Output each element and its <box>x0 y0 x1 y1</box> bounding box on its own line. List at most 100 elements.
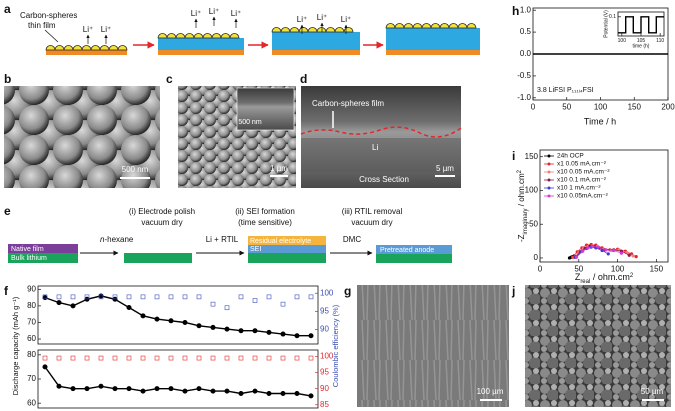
point <box>70 303 76 309</box>
ion-label: Li⁺ <box>101 25 111 34</box>
layer-label: Residual electrolyte <box>250 238 311 245</box>
plot-frame <box>37 285 319 345</box>
annotation: 3.8 LiFSI P₁₁₁ᵢ₄FSI <box>537 87 594 94</box>
point <box>224 305 230 311</box>
point <box>168 318 174 324</box>
point <box>266 329 272 335</box>
point <box>140 355 146 361</box>
legend-swatch <box>547 170 551 174</box>
point <box>308 294 314 300</box>
legend-label: x10 1 mA.cm⁻² <box>557 185 601 192</box>
schematic-a: Carbon-spheres thin film Li⁺ Li⁺ Li⁺ Li⁺ Li⁺… <box>20 7 480 55</box>
annotation: Carbon-spheres film <box>312 99 384 108</box>
y-tick-label: -0.5 <box>517 71 531 80</box>
point <box>238 390 244 396</box>
y-tick-label: 70 <box>27 318 36 327</box>
point <box>280 331 286 337</box>
point <box>280 301 286 307</box>
point <box>210 355 216 361</box>
y2-tick-label: 85 <box>320 400 329 409</box>
point <box>168 386 174 392</box>
point <box>112 386 118 392</box>
ion-label: Li⁺ <box>83 25 93 34</box>
point <box>224 355 230 361</box>
point <box>627 253 631 257</box>
scale-label: 1 µm <box>270 164 288 173</box>
legend-swatch <box>547 162 551 166</box>
x-tick-label: 50 <box>574 264 583 273</box>
point <box>294 390 300 396</box>
y-tick-label: 0.1 <box>609 14 616 20</box>
point <box>280 355 286 361</box>
x-tick-label: 200 <box>661 102 675 111</box>
point <box>238 355 244 361</box>
point <box>196 355 202 361</box>
x-tick-label: 150 <box>650 264 664 273</box>
title-part: / ohm.cm <box>590 272 630 282</box>
point <box>210 324 216 330</box>
legend-label: 24h OCP <box>557 153 584 160</box>
point <box>140 388 146 394</box>
sei <box>376 245 452 254</box>
point <box>56 294 62 300</box>
point <box>591 244 595 249</box>
x-tick-label: 0 <box>531 102 536 111</box>
lithium <box>124 253 192 263</box>
y-tick-label: 0 <box>534 253 539 262</box>
point <box>252 355 258 361</box>
li-columns <box>301 138 461 172</box>
legend-swatch <box>547 178 551 182</box>
x-tick-label: 50 <box>562 102 571 111</box>
inset-y-title: Potential (V) <box>603 10 609 38</box>
y-tick-label: 80 <box>27 350 36 359</box>
point <box>70 294 76 300</box>
reagent: n-hexane <box>100 235 134 244</box>
point <box>98 355 104 361</box>
y-tick-label: -1.0 <box>517 93 531 102</box>
point <box>294 355 300 361</box>
point <box>84 355 90 361</box>
point <box>154 294 160 300</box>
layer-label: SEI <box>250 246 261 253</box>
point <box>84 296 90 302</box>
y2-tick-label: 95 <box>320 368 329 377</box>
lithium <box>376 254 452 263</box>
li-layer <box>158 38 244 50</box>
point <box>154 386 160 392</box>
ion-label: Li⁺ <box>209 7 219 16</box>
residual-electrolyte <box>248 236 326 245</box>
scale-label: 500 nm <box>238 119 262 126</box>
point <box>56 383 62 389</box>
point <box>210 388 216 394</box>
x-tick-label: 100 <box>594 102 608 111</box>
title-part: imaginary <box>523 208 529 234</box>
point <box>42 364 48 370</box>
panel-label: h <box>512 4 519 18</box>
layer-label: Native film <box>11 246 44 253</box>
point <box>606 252 610 256</box>
title-part: 2 <box>517 169 523 173</box>
sem-inset <box>236 87 295 131</box>
point <box>280 390 286 396</box>
point <box>238 294 244 300</box>
scale-label: 5 µm <box>436 164 454 173</box>
point <box>56 300 62 306</box>
point <box>168 355 174 361</box>
point <box>84 386 90 392</box>
panel-label: i <box>512 149 515 163</box>
series-line <box>44 366 312 397</box>
point <box>196 294 202 300</box>
point <box>252 328 258 334</box>
point <box>98 294 104 300</box>
point <box>308 333 314 339</box>
point <box>42 294 48 300</box>
legend-label: x1 0.05 mA.cm⁻² <box>557 161 607 168</box>
y-tick-label: 1.0 <box>520 5 532 14</box>
title-part: -Z <box>517 234 526 242</box>
point <box>266 294 272 300</box>
film-trace <box>300 126 462 138</box>
point <box>140 294 146 300</box>
point <box>604 248 608 252</box>
